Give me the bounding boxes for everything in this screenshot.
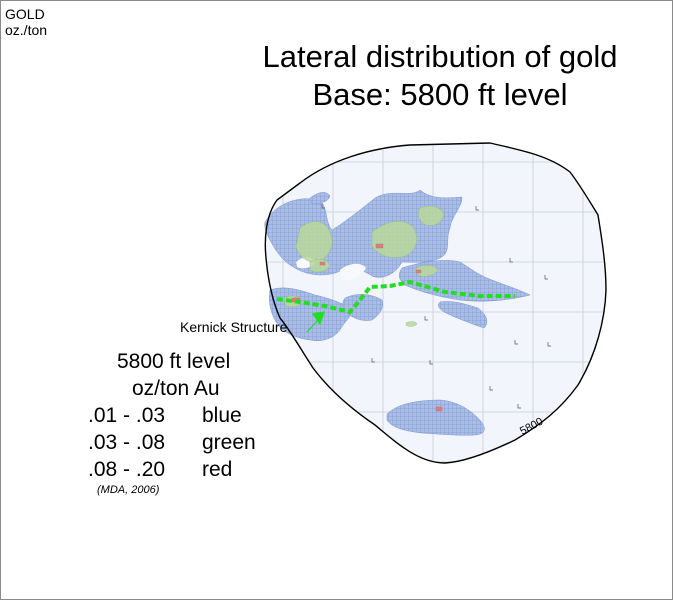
drill-hole-markers [321, 204, 551, 409]
kernick-structure-label: Kernick Structure [180, 319, 288, 335]
map-title: Lateral distribution of gold Base: 5800 … [240, 38, 640, 114]
legend-range: .03 - .08 [88, 431, 166, 454]
kernick-structure-line [276, 279, 515, 315]
legend-row: .01 - .03 blue [88, 402, 256, 429]
legend-range: .08 - .20 [88, 458, 166, 481]
legend-range: .01 - .03 [88, 404, 166, 427]
corner-label-line-2: oz./ton [5, 22, 48, 38]
legend-row: .03 - .08 green [88, 429, 256, 456]
corner-label-line-1: GOLD [5, 6, 45, 22]
corner-label: GOLD oz./ton [5, 6, 47, 38]
legend-title: 5800 ft level [117, 350, 231, 373]
contour-5800 [264, 142, 607, 464]
legend-source: (MDA, 2006) [97, 484, 160, 496]
legend-color-name: blue [202, 404, 242, 427]
legend-color-name: red [202, 458, 233, 481]
legend-unit: oz/ton Au [132, 377, 220, 400]
map-title-line-2: Base: 5800 ft level [312, 77, 568, 112]
grade-legend: 5800 ft level oz/ton Au .01 - .03 blue .… [88, 348, 256, 497]
map-title-line-1: Lateral distribution of gold [262, 39, 618, 74]
legend-color-name: green [202, 431, 256, 454]
kernick-pointer [306, 311, 325, 333]
legend-row: .08 - .20 red [88, 456, 256, 483]
